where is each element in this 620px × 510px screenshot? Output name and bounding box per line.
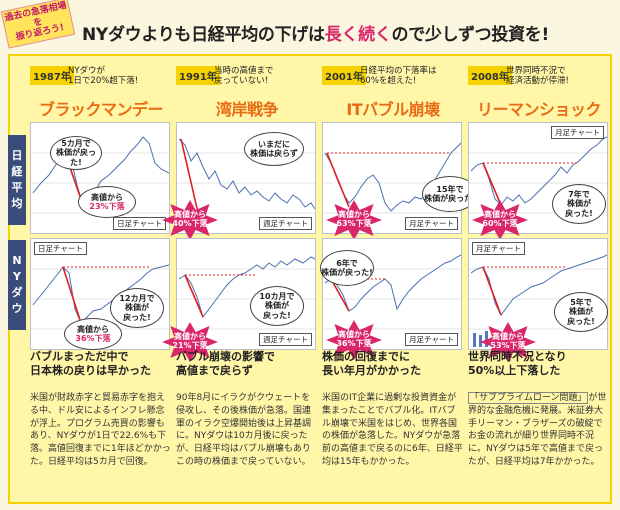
- nikkei-drop-note: 高値から 23%下落: [78, 186, 136, 218]
- chart-type-tag: 月足チャート: [405, 217, 458, 230]
- year-note: 日経平均の下落率は 60%を超えた!: [360, 66, 437, 87]
- summary-body: 「サブプライムローン問題」 が世界的な金融危機に発展。米証券大手リーマン・ブラザー…: [468, 392, 607, 467]
- year-badge: 2001年: [322, 66, 366, 85]
- year-badge: 2008年: [468, 66, 512, 85]
- summary-body: 米国が財政赤字と貿易赤字を抱える中、ドル安によるインフレ懸念が浮上。プログラム売…: [30, 393, 171, 467]
- summary-heading: バブルまっただ中で 日本株の戻りは早かった: [30, 350, 151, 377]
- chart-type-tag: 日足チャート: [113, 217, 166, 230]
- year-badge: 1987年: [30, 66, 74, 85]
- summary-heading: バブル崩壊の影響で 高値まで戻らず: [176, 350, 275, 377]
- chart-type-tag: 週足チャート: [259, 333, 312, 346]
- ny-recover-note: 10カ月で 株価が 戻った!: [250, 286, 304, 326]
- row-label-nikkei: 日経平均: [8, 135, 26, 225]
- summary-body: 90年8月にイラクがクウェートを侵攻し、その後株価が急落。国連軍のイラク空爆開始…: [176, 393, 312, 467]
- chart-type-tag: 日足チャート: [34, 242, 87, 255]
- nikkei-recover-note: 7年で 株価が 戻った!: [552, 184, 606, 224]
- body-quote: 「サブプライムローン問題」: [468, 392, 589, 404]
- ny-drop-note: 高値から 36%下落: [64, 318, 122, 350]
- ny-recover-note: 12カ月で 株価が 戻った!: [110, 288, 164, 328]
- event-title: ブラックマンデー: [38, 100, 164, 119]
- headline-part1: NYダウよりも日経平均の下げは: [82, 25, 325, 45]
- page-headline: NYダウよりも日経平均の下げは長く続くので少しずつ投資を!: [82, 20, 602, 45]
- chart-type-tag: 月足チャート: [405, 333, 458, 346]
- event-title: 湾岸戦争: [215, 100, 279, 119]
- ny-recover-note: 5年で 株価が 戻った!: [554, 292, 608, 332]
- chart-type-tag: 月足チャート: [472, 242, 525, 255]
- headline-part2: ので少しずつ投資を!: [391, 25, 550, 45]
- chart-type-tag: 週足チャート: [259, 217, 312, 230]
- nikkei-drop-burst: 高値から 63%下落: [326, 200, 382, 240]
- nikkei-recover-note: 5カ月で 株価が戻った!: [50, 136, 102, 170]
- ny-line: [177, 256, 315, 330]
- chart-type-tag: 月足チャート: [551, 126, 604, 139]
- year-note: NYダウが 1日で20%超下落!: [68, 66, 139, 87]
- summary-body: 米国のIT企業に過剰な投資資金が集まったことでバブル化。ITバブル崩壊で米国をは…: [322, 393, 463, 467]
- event-title: ITバブル崩壊: [346, 100, 440, 119]
- ribbon-badge: 過去の急落相場を 振り返ろう!: [0, 0, 76, 49]
- nikkei-recover-note: いまだに 株価は戻らず: [244, 132, 304, 166]
- summary-heading: 株価の回復までに 長い年月がかかった: [322, 350, 421, 377]
- event-title: リーマンショック: [476, 100, 602, 119]
- ny-recover-note: 6年で 株価が戻った!: [320, 250, 374, 286]
- year-note: 世界同時不況で 経済活動が停滞!: [506, 66, 569, 87]
- summary-heading: 世界同時不況となり 50%以上下落した: [468, 350, 567, 377]
- year-note: 当時の高値まで 戻っていない!: [214, 66, 274, 87]
- year-badge: 1991年: [176, 66, 220, 85]
- headline-accent: 長く続く: [324, 25, 392, 45]
- ny-drop-burst: 高値から 36%下落: [326, 320, 382, 360]
